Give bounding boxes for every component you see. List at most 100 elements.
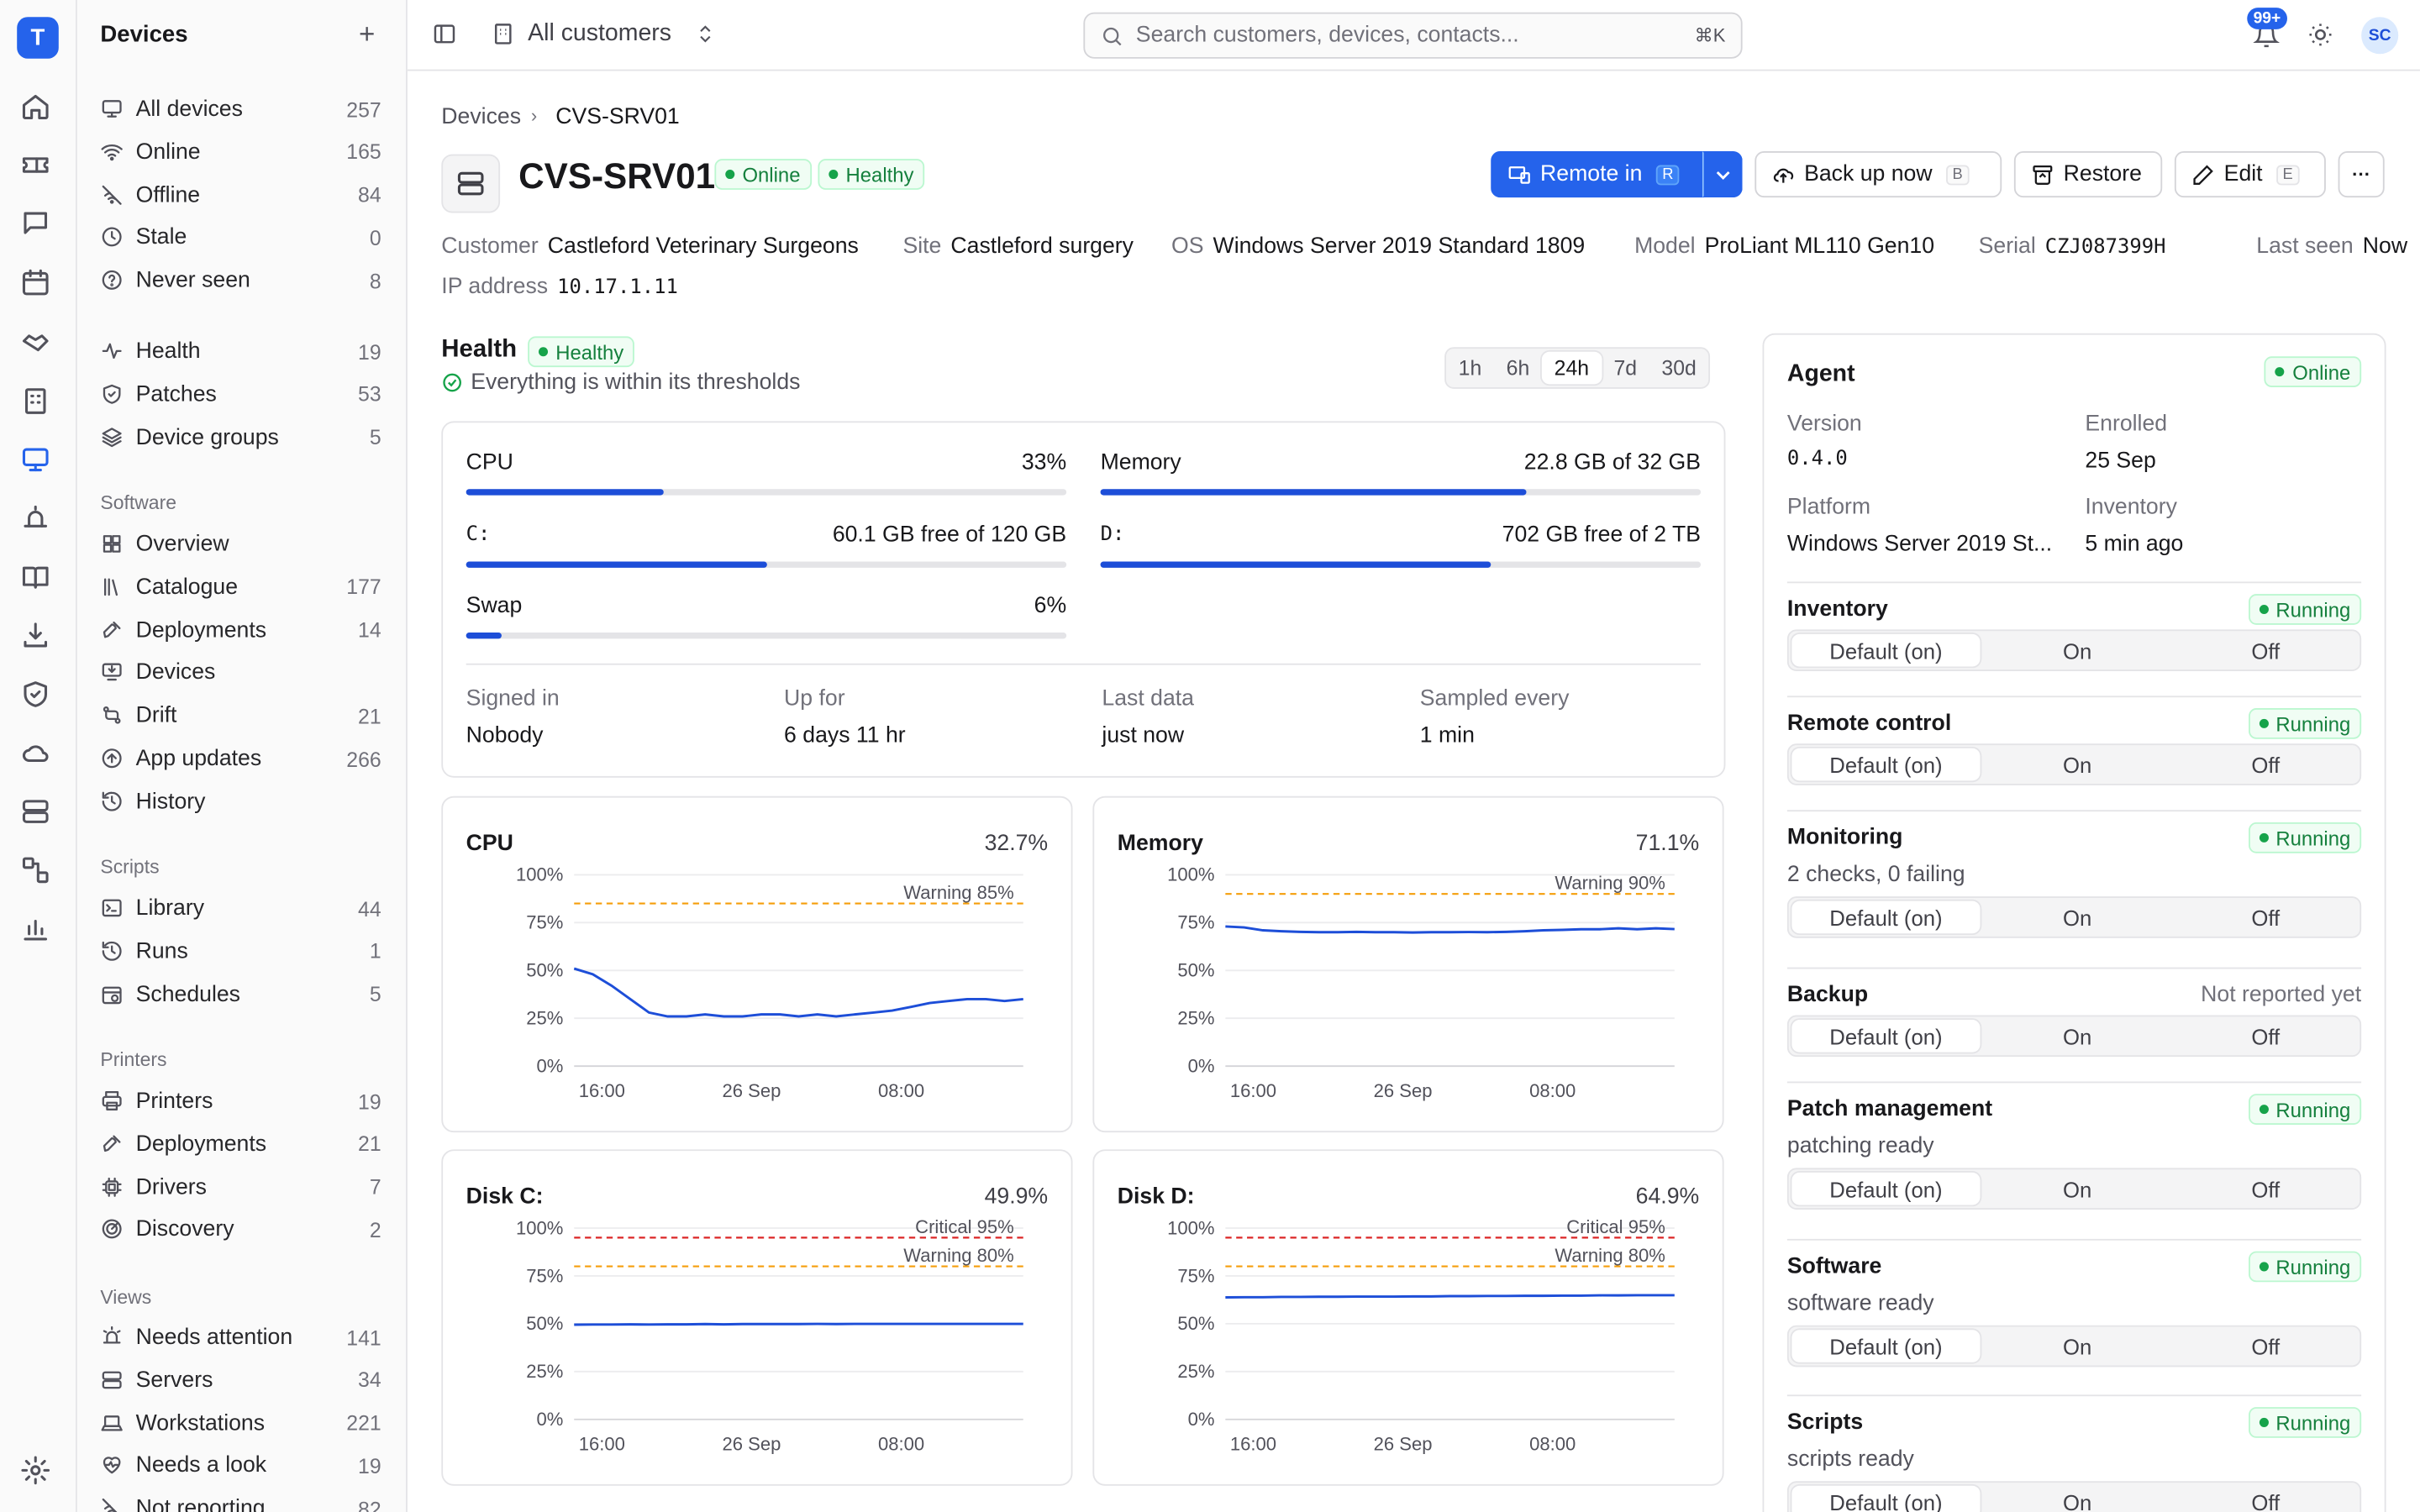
- module-mode-selector: Default (on) On Off: [1786, 1481, 2362, 1512]
- handshake-icon[interactable]: [20, 326, 54, 360]
- range-1h[interactable]: 1h: [1458, 356, 1482, 380]
- sidebar-item-printers[interactable]: Printers 19: [100, 1083, 381, 1120]
- mode-option-off[interactable]: Off: [2251, 1023, 2281, 1049]
- book-icon[interactable]: [20, 562, 54, 596]
- sidebar-item-catalogue[interactable]: Catalogue 177: [100, 569, 381, 606]
- flow-icon[interactable]: [20, 855, 54, 889]
- mode-option-on[interactable]: On: [2063, 638, 2092, 663]
- toggle-sidebar-icon[interactable]: [432, 22, 456, 51]
- sidebar-item-discovery[interactable]: Discovery 2: [100, 1212, 381, 1249]
- mode-option-on[interactable]: On: [2063, 1023, 2092, 1049]
- cloud-icon[interactable]: [20, 738, 54, 771]
- customer-scope-select[interactable]: All customers: [528, 19, 672, 47]
- shield-icon[interactable]: [20, 679, 54, 712]
- warning-threshold-label: Warning 90%: [1555, 873, 1665, 894]
- server-icon[interactable]: [20, 796, 54, 830]
- sidebar-item-offline[interactable]: Offline 84: [100, 176, 381, 213]
- mode-option-default-on[interactable]: Default (on): [1791, 1020, 1981, 1053]
- sidebar-item-count: 7: [369, 1175, 381, 1200]
- more-actions-button[interactable]: ···: [2338, 150, 2385, 198]
- chart-icon[interactable]: [20, 913, 54, 947]
- sidebar-item-library[interactable]: Library 44: [100, 890, 381, 927]
- chart-plot: 100% 75% 50% 25% 0% 16:00 26 Sep 08:00 Warning 9…: [1167, 864, 1675, 1101]
- sidebar-item-online[interactable]: Online 165: [100, 134, 381, 171]
- mode-option-off[interactable]: Off: [2251, 752, 2281, 777]
- mode-option-off[interactable]: Off: [2251, 1176, 2281, 1201]
- alert-icon[interactable]: [20, 503, 54, 537]
- user-avatar[interactable]: SC: [2361, 17, 2399, 55]
- range-30d[interactable]: 30d: [1661, 356, 1697, 380]
- calendar-icon[interactable]: [20, 267, 54, 301]
- sidebar-item-workstations[interactable]: Workstations 221: [100, 1404, 381, 1441]
- global-search[interactable]: Search customers, devices, contacts... ⌘…: [1083, 12, 1743, 59]
- home-icon[interactable]: [20, 91, 54, 124]
- mode-option-default-on[interactable]: Default (on): [1791, 748, 1981, 781]
- sidebar-item-stale[interactable]: Stale 0: [100, 220, 381, 257]
- mode-option-default-on[interactable]: Default (on): [1791, 1485, 1981, 1512]
- sidebar-item-device-groups[interactable]: Device groups 5: [100, 419, 381, 456]
- download-icon[interactable]: [20, 620, 54, 654]
- search-input[interactable]: Search customers, devices, contacts...: [1135, 23, 1519, 48]
- sidebar-item-needs-a-look[interactable]: Needs a look 19: [100, 1448, 381, 1485]
- y-tick-label: 50%: [526, 960, 563, 981]
- mode-option-default-on[interactable]: Default (on): [1791, 900, 1981, 934]
- sidebar-item-label: Servers: [135, 1368, 213, 1394]
- chevron-updown-icon[interactable]: [695, 22, 717, 51]
- sidebar-item-deployments[interactable]: Deployments 14: [100, 612, 381, 648]
- settings-icon[interactable]: [20, 1455, 54, 1488]
- mode-option-on[interactable]: On: [2063, 1489, 2092, 1512]
- mode-option-on[interactable]: On: [2063, 905, 2092, 930]
- remote-in-menu[interactable]: [1702, 150, 1743, 198]
- rocket-icon: [100, 1132, 124, 1157]
- range-24h[interactable]: 24h: [1541, 351, 1602, 385]
- sidebar-item-deployments[interactable]: Deployments 21: [100, 1126, 381, 1163]
- chat-icon[interactable]: [20, 208, 54, 242]
- sidebar-item-never-seen[interactable]: Never seen 8: [100, 263, 381, 300]
- version-label: Version: [1786, 412, 1862, 437]
- git-compare-icon: [100, 704, 124, 728]
- restore-button[interactable]: Restore: [2013, 150, 2163, 198]
- mode-option-off[interactable]: Off: [2251, 905, 2281, 930]
- sidebar-item-drivers[interactable]: Drivers 7: [100, 1168, 381, 1205]
- sidebar-item-all-devices[interactable]: All devices 257: [100, 91, 381, 128]
- mode-option-on[interactable]: On: [2063, 752, 2092, 777]
- mode-option-on[interactable]: On: [2063, 1333, 2092, 1359]
- mode-option-off[interactable]: Off: [2251, 1489, 2281, 1512]
- sidebar-item-devices[interactable]: Devices: [100, 654, 381, 691]
- meta-value[interactable]: 10.17.1.11: [557, 276, 678, 300]
- x-tick-label: 08:00: [1529, 1080, 1576, 1101]
- sidebar-item-patches[interactable]: Patches 53: [100, 376, 381, 413]
- range-6h[interactable]: 6h: [1506, 356, 1530, 380]
- sidebar-item-needs-attention[interactable]: Needs attention 141: [100, 1319, 381, 1356]
- app-logo[interactable]: T: [17, 17, 59, 59]
- mode-option-default-on[interactable]: Default (on): [1791, 633, 1981, 667]
- sidebar-item-overview[interactable]: Overview: [100, 526, 381, 563]
- breadcrumb-parent[interactable]: Devices: [441, 104, 522, 130]
- wifi-off-icon: [100, 1497, 124, 1512]
- mode-option-off[interactable]: Off: [2251, 638, 2281, 663]
- sidebar-item-history[interactable]: History: [100, 784, 381, 821]
- y-tick-label: 100%: [1167, 864, 1214, 885]
- sidebar-item-app-updates[interactable]: App updates 266: [100, 741, 381, 778]
- mode-option-default-on[interactable]: Default (on): [1791, 1172, 1981, 1205]
- building-icon[interactable]: [20, 386, 54, 419]
- mode-option-default-on[interactable]: Default (on): [1791, 1330, 1981, 1362]
- mode-option-on[interactable]: On: [2063, 1176, 2092, 1201]
- range-7d[interactable]: 7d: [1613, 356, 1638, 380]
- edit-button[interactable]: Edit E: [2174, 150, 2326, 198]
- mode-option-off[interactable]: Off: [2251, 1333, 2281, 1359]
- sidebar-item-servers[interactable]: Servers 34: [100, 1362, 381, 1399]
- sidebar-item-schedules[interactable]: Schedules 5: [100, 976, 381, 1013]
- stat-value: 1 min: [1419, 723, 1475, 748]
- theme-sun-icon[interactable]: [2307, 22, 2333, 53]
- back-up-now-button[interactable]: Back up now B: [1754, 150, 2002, 198]
- ticket-icon[interactable]: [20, 150, 54, 183]
- sidebar-item-not-reporting[interactable]: Not reporting 82: [100, 1491, 381, 1512]
- sidebar-item-health[interactable]: Health 19: [100, 333, 381, 370]
- monitor-icon[interactable]: [20, 444, 54, 478]
- warning-threshold-label: Warning 85%: [903, 882, 1013, 903]
- sidebar-item-runs[interactable]: Runs 1: [100, 933, 381, 970]
- add-device-button[interactable]: +: [359, 18, 376, 50]
- sidebar-item-drift[interactable]: Drift 21: [100, 698, 381, 735]
- remote-in-button[interactable]: Remote in R: [1491, 150, 1704, 198]
